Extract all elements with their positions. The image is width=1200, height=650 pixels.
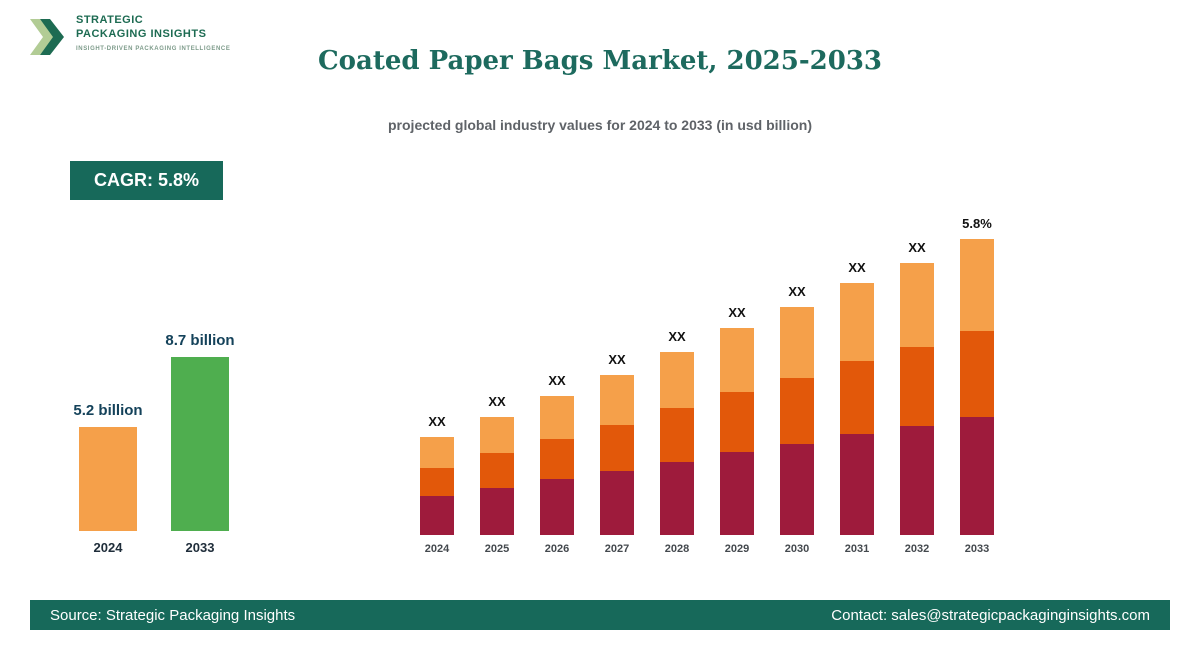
bar-segment-middle [600, 424, 634, 472]
bar-segment-top [780, 307, 814, 378]
page-subtitle: projected global industry values for 202… [388, 117, 812, 133]
bar-segment-middle [960, 330, 994, 417]
bar-segment-bottom [840, 434, 874, 535]
stacked-bar-chart: XX 2024 XX 2025 XX 2026 XX 2027 XX 2028 XX 2029 XX 20… [420, 216, 994, 555]
bar-segment-top [600, 375, 634, 425]
bar-segment-top [540, 395, 574, 440]
bar-stack [780, 307, 814, 535]
double-chevron-icon [30, 14, 68, 65]
bar-segment-middle [660, 408, 694, 462]
bar-year-label: 2026 [544, 543, 570, 555]
bar-stack [960, 239, 994, 535]
bar-segment-middle [900, 347, 934, 427]
bar-year-label: 2032 [904, 543, 930, 555]
summary-bar [79, 427, 137, 531]
bar-column: XX 2032 [900, 240, 934, 555]
summary-year-label: 2024 [93, 540, 123, 555]
bar-year-label: 2024 [424, 543, 450, 555]
footer-source: Source: Strategic Packaging Insights [50, 606, 296, 624]
bar-segment-bottom [720, 452, 754, 535]
bar-column: XX 2030 [780, 284, 814, 555]
bar-stack [720, 327, 754, 535]
bar-column: XX 2025 [480, 394, 514, 555]
bar-segment-top [660, 351, 694, 409]
bar-column: XX 2028 [660, 329, 694, 555]
bar-segment-middle [780, 377, 814, 444]
bar-segment-top [420, 437, 454, 468]
cagr-badge: CAGR: 5.8% [70, 161, 224, 200]
bar-segment-top [840, 283, 874, 362]
bar-year-label: 2030 [784, 543, 810, 555]
bar-stack [840, 283, 874, 535]
summary-value-label: 8.7 billion [165, 332, 235, 349]
bar-segment-bottom [780, 443, 814, 535]
bar-value-label: XX [668, 328, 686, 344]
bar-stack [480, 416, 514, 535]
bar-column: XX 2031 [840, 260, 874, 555]
bar-segment-bottom [540, 479, 574, 535]
summary-bar [171, 357, 229, 531]
bar-segment-top [480, 416, 514, 454]
bar-year-label: 2029 [724, 543, 750, 555]
bar-column: XX 2026 [540, 373, 574, 555]
bar-segment-bottom [660, 461, 694, 535]
summary-chart: 5.2 billion 2024 8.7 billion 2033 [62, 332, 246, 555]
bar-value-label: XX [728, 304, 746, 320]
bar-segment-middle [480, 453, 514, 488]
bar-segment-bottom [480, 487, 514, 535]
bar-year-label: 2033 [964, 543, 990, 555]
bar-year-label: 2031 [844, 543, 870, 555]
bar-segment-bottom [600, 471, 634, 535]
bar-segment-middle [540, 439, 574, 480]
bar-column: 5.8% 2033 [960, 216, 994, 555]
bar-segment-middle [420, 467, 454, 496]
summary-year-label: 2033 [185, 540, 215, 555]
bar-segment-bottom [420, 495, 454, 535]
footer-contact: Contact: sales@strategicpackaginginsight… [831, 606, 1150, 624]
bar-value-label: XX [848, 260, 866, 276]
bar-value-label: XX [788, 284, 806, 300]
bar-segment-middle [720, 392, 754, 453]
bar-value-label: XX [908, 239, 926, 255]
bar-value-label: XX [428, 414, 446, 430]
bar-stack [540, 395, 574, 535]
bar-column: XX 2029 [720, 305, 754, 555]
bar-stack [600, 375, 634, 535]
bar-column: XX 2024 [420, 414, 454, 555]
logo-line1: STRATEGIC [76, 14, 144, 26]
bar-value-label: 5.8% [962, 216, 992, 232]
bar-segment-top [900, 262, 934, 348]
bar-stack [900, 262, 934, 535]
bar-segment-middle [840, 361, 874, 435]
bar-value-label: XX [608, 352, 626, 368]
bar-value-label: XX [548, 372, 566, 388]
bar-segment-bottom [960, 416, 994, 535]
page-title: Coated Paper Bags Market, 2025-2033 [317, 46, 883, 76]
footer-bar: Source: Strategic Packaging Insights Con… [30, 600, 1170, 630]
bar-year-label: 2028 [664, 543, 690, 555]
logo-tagline: INSIGHT-DRIVEN PACKAGING INTELLIGENCE [76, 45, 231, 52]
bar-stack [660, 351, 694, 535]
summary-bar-column: 8.7 billion 2033 [154, 332, 246, 555]
logo-text: STRATEGIC PACKAGING INSIGHTS INSIGHT-DRI… [76, 14, 230, 52]
bar-segment-bottom [900, 426, 934, 535]
summary-bar-column: 5.2 billion 2024 [62, 402, 154, 555]
bar-segment-top [720, 327, 754, 393]
summary-value-label: 5.2 billion [73, 402, 143, 419]
logo-line2: PACKAGING INSIGHTS [76, 27, 207, 40]
bar-value-label: XX [488, 393, 506, 409]
bar-year-label: 2027 [604, 543, 630, 555]
bar-segment-top [960, 239, 994, 331]
brand-logo: STRATEGIC PACKAGING INSIGHTS INSIGHT-DRI… [30, 14, 230, 65]
bar-year-label: 2025 [484, 543, 510, 555]
bar-stack [420, 437, 454, 535]
bar-column: XX 2027 [600, 352, 634, 555]
